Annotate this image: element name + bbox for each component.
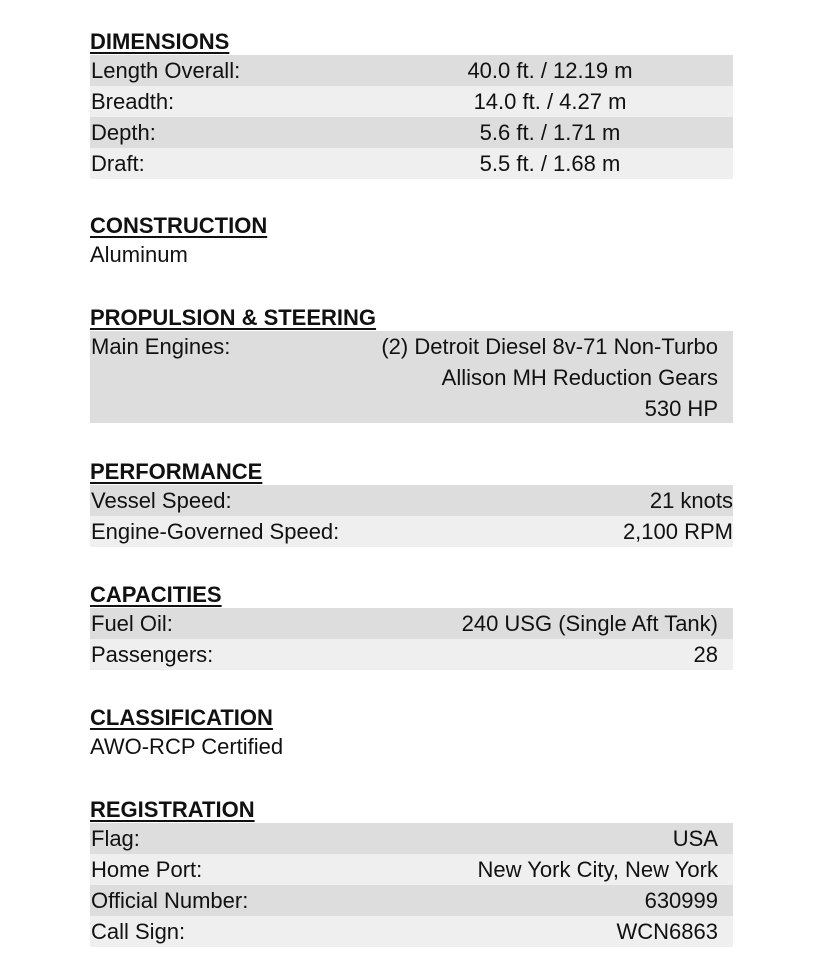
dimensions-section: DIMENSIONS Length Overall: 40.0 ft. / 12.… xyxy=(90,29,733,179)
row-label: Breadth: xyxy=(91,89,175,114)
row-label: Length Overall: xyxy=(91,58,241,83)
table-row: Fuel Oil: 240 USG (Single Aft Tank) xyxy=(90,608,733,639)
section-heading: CONSTRUCTION xyxy=(90,213,268,238)
row-value: 240 USG (Single Aft Tank) xyxy=(461,611,718,636)
table-row: Length Overall: 40.0 ft. / 12.19 m xyxy=(90,55,733,86)
row-value: WCN6863 xyxy=(616,919,718,944)
row-label: Fuel Oil: xyxy=(91,611,173,636)
row-label: Engine-Governed Speed: xyxy=(91,519,340,544)
table-row: Call Sign: WCN6863 xyxy=(90,916,733,947)
row-value: 630999 xyxy=(644,888,718,913)
propulsion-section: PROPULSION & STEERING Main Engines: (2) … xyxy=(90,305,733,423)
row-label: Flag: xyxy=(91,826,140,851)
capacities-section: CAPACITIES Fuel Oil: 240 USG (Single Aft … xyxy=(90,582,733,670)
row-label: Depth: xyxy=(91,120,156,145)
dimensions-table: Length Overall: 40.0 ft. / 12.19 m Breadt… xyxy=(90,55,733,179)
performance-section: PERFORMANCE Vessel Speed: 21 knots Engine… xyxy=(90,459,733,547)
table-row: Main Engines: (2) Detroit Diesel 8v-71 N… xyxy=(90,331,733,423)
row-value: 530 HP xyxy=(644,396,718,421)
section-heading: REGISTRATION xyxy=(90,797,255,822)
section-heading: PERFORMANCE xyxy=(90,459,263,484)
section-heading: CAPACITIES xyxy=(90,582,222,607)
construction-section: CONSTRUCTION Aluminum xyxy=(90,213,733,270)
row-value: (2) Detroit Diesel 8v-71 Non-Turbo xyxy=(381,334,718,359)
table-row: Passengers: 28 xyxy=(90,639,733,670)
classification-section: CLASSIFICATION AWO-RCP Certified xyxy=(90,705,733,762)
row-value: 21 knots xyxy=(649,488,733,513)
row-value: Allison MH Reduction Gears xyxy=(441,365,718,390)
row-label: Call Sign: xyxy=(91,919,186,944)
table-row: Draft: 5.5 ft. / 1.68 m xyxy=(90,148,733,179)
row-value: New York City, New York xyxy=(477,857,718,882)
table-row: Flag: USA xyxy=(90,823,733,854)
row-value: 40.0 ft. / 12.19 m xyxy=(467,58,633,83)
capacities-table: Fuel Oil: 240 USG (Single Aft Tank) Passe… xyxy=(90,608,733,670)
row-label: Vessel Speed: xyxy=(91,488,232,513)
table-row: Depth: 5.6 ft. / 1.71 m xyxy=(90,117,733,148)
registration-table: Flag: USA Home Port: New York City, New Yo… xyxy=(90,823,733,947)
construction-text: Aluminum xyxy=(90,242,188,267)
row-value: 2,100 RPM xyxy=(622,519,733,544)
row-value: 28 xyxy=(693,642,718,667)
row-value: 14.0 ft. / 4.27 m xyxy=(473,89,627,114)
row-value: USA xyxy=(672,826,718,851)
table-row: Vessel Speed: 21 knots xyxy=(90,485,733,516)
classification-text: AWO-RCP Certified xyxy=(90,734,284,759)
row-label: Official Number: xyxy=(91,888,249,913)
table-row: Engine-Governed Speed: 2,100 RPM xyxy=(90,516,733,547)
row-label: Passengers: xyxy=(91,642,214,667)
table-row: Breadth: 14.0 ft. / 4.27 m xyxy=(90,86,733,117)
row-label: Main Engines: xyxy=(91,334,231,359)
table-row: Home Port: New York City, New York xyxy=(90,854,733,885)
section-heading: CLASSIFICATION xyxy=(90,705,273,730)
section-heading: PROPULSION & STEERING xyxy=(90,305,377,330)
table-row: Official Number: 630999 xyxy=(90,885,733,916)
row-value: 5.6 ft. / 1.71 m xyxy=(479,120,621,145)
row-label: Home Port: xyxy=(91,857,203,882)
registration-section: REGISTRATION Flag: USA Home Port: New York… xyxy=(90,797,733,947)
section-heading: DIMENSIONS xyxy=(90,29,230,54)
row-label: Draft: xyxy=(91,151,145,176)
row-value: 5.5 ft. / 1.68 m xyxy=(479,151,621,176)
performance-table: Vessel Speed: 21 knots Engine-Governed Sp… xyxy=(90,485,733,547)
